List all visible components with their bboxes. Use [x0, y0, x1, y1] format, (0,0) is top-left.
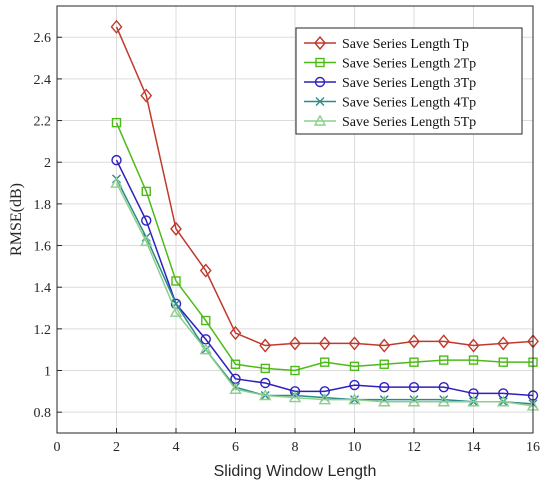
data-point	[140, 88, 153, 103]
x-tick-label: 12	[407, 440, 421, 455]
y-axis-ticks: 0.8 1 1.2 1.4 1.6 1.8 2 2.2 2.4 2.6	[34, 31, 62, 421]
y-tick-label: 1.8	[34, 198, 52, 213]
legend-label: Save Series Length 4Tp	[342, 96, 476, 111]
data-point	[199, 263, 212, 278]
data-point	[260, 377, 271, 389]
data-point	[260, 363, 270, 374]
y-tick-label: 2.6	[34, 31, 52, 46]
legend-item: Save Series Length 3Tp	[304, 76, 476, 91]
data-point	[110, 19, 123, 34]
series-2	[111, 117, 538, 376]
x-axis-label: Sliding Window Length	[214, 463, 377, 480]
legend-swatch-marker	[315, 97, 325, 106]
data-point	[437, 334, 450, 349]
x-tick-label: 16	[526, 440, 540, 455]
x-tick-label: 6	[232, 440, 239, 455]
data-point	[497, 395, 510, 407]
data-point	[348, 336, 361, 351]
data-point	[438, 381, 449, 393]
y-axis-label: RMSE(dB)	[8, 183, 25, 256]
data-point	[230, 359, 241, 369]
data-point	[199, 343, 212, 355]
series-line	[115, 122, 533, 372]
data-point	[468, 355, 479, 365]
data-point	[378, 395, 391, 407]
series-1	[110, 19, 539, 353]
data-point	[497, 336, 510, 351]
data-point	[408, 381, 420, 393]
legend-label: Save Series Length 2Tp	[342, 57, 476, 72]
data-point	[141, 186, 151, 197]
x-tick-label: 2	[113, 440, 120, 455]
series-5	[110, 176, 540, 411]
data-point	[407, 395, 421, 407]
data-point	[408, 334, 420, 349]
data-point	[140, 234, 153, 247]
legend-swatch-marker	[315, 57, 325, 68]
legend-item: Save Series Length Tp	[304, 35, 469, 52]
data-point	[111, 117, 122, 128]
y-tick-label: 2.4	[34, 73, 52, 88]
y-tick-label: 0.8	[34, 406, 52, 421]
series-line	[115, 26, 534, 347]
y-tick-label: 1	[44, 365, 51, 380]
legend-swatch-marker	[314, 35, 326, 51]
y-tick-label: 1.2	[34, 323, 52, 338]
y-tick-label: 2.2	[34, 115, 52, 130]
data-point	[171, 276, 181, 286]
x-tick-label: 10	[348, 440, 362, 455]
legend-label: Save Series Length 5Tp	[342, 115, 476, 130]
x-axis-ticks: 0 2 4 6 8 10 12 14 16	[54, 428, 540, 455]
legend-item: Save Series Length 4Tp	[304, 96, 476, 111]
x-tick-label: 14	[467, 440, 481, 455]
data-point	[379, 359, 389, 369]
data-point	[437, 395, 450, 407]
data-point	[288, 391, 302, 403]
y-tick-label: 2	[44, 156, 51, 171]
data-point	[467, 338, 480, 353]
data-point	[289, 336, 301, 351]
data-point	[467, 395, 480, 407]
data-point	[229, 325, 242, 341]
data-point	[318, 336, 331, 351]
data-point	[259, 338, 272, 353]
legend-box	[295, 27, 523, 135]
data-point	[169, 305, 183, 317]
x-tick-label: 4	[173, 440, 180, 455]
legend-swatch-marker	[313, 114, 327, 126]
data-point	[409, 357, 419, 367]
legend-item: Save Series Length 5Tp	[304, 114, 476, 130]
x-tick-label: 0	[54, 440, 61, 455]
data-point	[349, 379, 360, 391]
series-line	[115, 159, 534, 397]
legend-item: Save Series Length 2Tp	[304, 57, 476, 72]
data-point	[439, 355, 449, 365]
data-point	[318, 393, 331, 405]
data-point	[320, 357, 330, 367]
data-point	[259, 389, 272, 401]
data-point	[290, 365, 300, 376]
data-point	[229, 382, 242, 394]
data-point	[141, 215, 152, 226]
data-point	[201, 315, 211, 326]
y-tick-label: 1.6	[34, 240, 52, 255]
data-point	[111, 154, 122, 166]
legend: Save Series Length Tp Save Series Length …	[295, 27, 523, 135]
series-line	[115, 182, 534, 407]
legend-swatch-marker	[314, 76, 326, 88]
data-point	[110, 176, 123, 188]
data-point	[170, 221, 182, 236]
series-layer	[110, 19, 540, 411]
y-tick-label: 1.4	[34, 281, 52, 296]
data-point	[498, 357, 508, 367]
data-point	[379, 381, 390, 393]
x-tick-label: 8	[292, 440, 299, 455]
data-point	[348, 393, 361, 405]
legend-label: Save Series Length Tp	[342, 37, 469, 52]
data-point	[349, 361, 360, 372]
legend-label: Save Series Length 3Tp	[342, 76, 476, 91]
data-point	[378, 338, 391, 353]
